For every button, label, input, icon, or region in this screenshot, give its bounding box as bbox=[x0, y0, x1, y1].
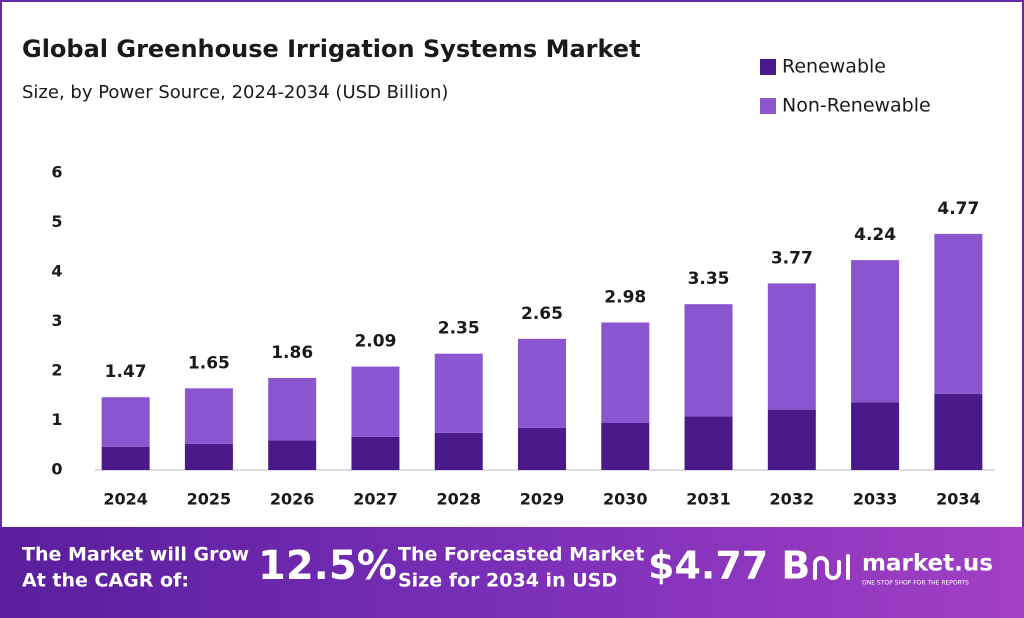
y-tick-label: 2 bbox=[51, 361, 62, 380]
bar-segment bbox=[684, 304, 733, 417]
total-label: 4.24 bbox=[854, 225, 896, 245]
legend-label: Renewable bbox=[782, 56, 886, 78]
y-tick-label: 5 bbox=[51, 212, 62, 231]
total-label: 3.35 bbox=[688, 269, 730, 289]
y-tick-label: 6 bbox=[51, 163, 62, 182]
total-label: 1.86 bbox=[271, 343, 313, 363]
legend-label: Non-Renewable bbox=[782, 95, 931, 117]
total-label: 1.65 bbox=[188, 353, 230, 373]
x-tick-label: 2027 bbox=[353, 490, 398, 509]
bar-segment bbox=[101, 446, 150, 470]
bar-segment bbox=[934, 393, 983, 470]
bar-segment bbox=[518, 338, 566, 428]
cagr-value: 12.5% bbox=[258, 543, 397, 589]
bar-segment bbox=[851, 260, 900, 403]
x-tick-label: 2025 bbox=[187, 490, 232, 509]
total-label: 2.65 bbox=[521, 304, 563, 324]
total-label: 1.47 bbox=[105, 362, 147, 382]
bar-segment bbox=[268, 440, 317, 470]
brand-tagline: ONE STOP SHOP FOR THE REPORTS bbox=[862, 580, 969, 587]
total-label: 3.77 bbox=[771, 248, 813, 268]
total-label: 2.35 bbox=[438, 319, 480, 339]
footer-text: Size for 2034 in USD bbox=[398, 570, 617, 592]
x-tick-label: 2032 bbox=[770, 490, 815, 509]
footer-band bbox=[0, 527, 1024, 618]
bar-segment bbox=[601, 422, 650, 470]
brand-name: market.us bbox=[862, 551, 993, 577]
bar-segment bbox=[351, 436, 400, 470]
footer-text: The Market will Grow bbox=[22, 544, 249, 566]
x-tick-label: 2026 bbox=[270, 490, 315, 509]
x-tick-label: 2029 bbox=[520, 490, 565, 509]
x-tick-label: 2033 bbox=[853, 490, 898, 509]
y-tick-label: 4 bbox=[51, 262, 62, 281]
y-tick-label: 0 bbox=[51, 460, 62, 479]
x-tick-label: 2028 bbox=[436, 490, 481, 509]
total-label: 2.09 bbox=[354, 332, 396, 352]
bar-segment bbox=[767, 283, 816, 410]
bar-segment bbox=[434, 353, 483, 433]
total-label: 2.98 bbox=[604, 287, 646, 307]
x-tick-label: 2024 bbox=[103, 490, 148, 509]
bar-segment bbox=[351, 366, 400, 437]
footer-text: At the CAGR of: bbox=[22, 570, 189, 592]
forecast-value: $4.77 B bbox=[648, 544, 810, 588]
bar-segment bbox=[601, 322, 650, 423]
bar-segment bbox=[101, 397, 150, 447]
bar-segment bbox=[268, 377, 317, 441]
bar-segment bbox=[767, 409, 816, 470]
legend-swatch bbox=[760, 98, 776, 114]
bar-segment bbox=[184, 443, 233, 470]
x-tick-label: 2034 bbox=[936, 490, 981, 509]
bar-segment bbox=[934, 233, 983, 394]
chart-title: Global Greenhouse Irrigation Systems Mar… bbox=[22, 35, 641, 63]
bar-segment bbox=[518, 427, 566, 470]
y-tick-label: 1 bbox=[51, 410, 62, 429]
bar-segment bbox=[434, 432, 483, 470]
chart-subtitle: Size, by Power Source, 2024-2034 (USD Bi… bbox=[22, 82, 448, 103]
y-tick-label: 3 bbox=[51, 311, 62, 330]
bar-segment bbox=[684, 416, 733, 470]
bar-segment bbox=[184, 388, 233, 444]
brand-logo bbox=[813, 554, 850, 580]
x-tick-label: 2031 bbox=[686, 490, 731, 509]
total-label: 4.77 bbox=[937, 199, 979, 219]
x-tick-label: 2030 bbox=[603, 490, 648, 509]
legend-swatch bbox=[760, 59, 776, 75]
footer-text: The Forecasted Market bbox=[398, 544, 644, 566]
bar-segment bbox=[851, 402, 900, 470]
